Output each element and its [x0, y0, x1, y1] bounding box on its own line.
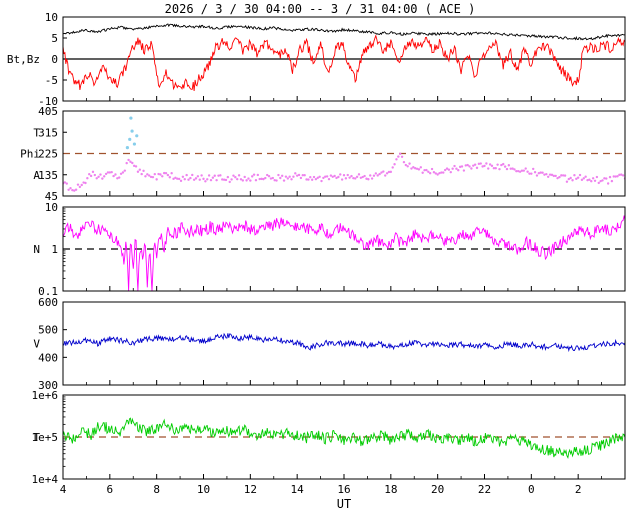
y-tick-label: 600 — [38, 296, 58, 309]
y-tick-label: 1e+5 — [32, 431, 59, 444]
y-tick-label: 135 — [38, 169, 58, 182]
series-line-N — [63, 215, 625, 291]
x-tick-label: 22 — [478, 483, 491, 496]
x-tick-label: 10 — [197, 483, 210, 496]
series-dots-Phi-flagged — [125, 116, 139, 150]
panel-side-label: T — [33, 431, 40, 444]
panel-side-label: T — [33, 126, 40, 139]
panel-side-label: A — [33, 169, 40, 182]
panel-side-label: V — [33, 338, 40, 351]
y-tick-label: 500 — [38, 324, 58, 337]
x-tick-label: 12 — [244, 483, 257, 496]
x-tick-label: 20 — [431, 483, 444, 496]
y-tick-label: 10 — [45, 201, 58, 214]
panel-frame — [62, 301, 626, 386]
y-tick-label: 300 — [38, 379, 58, 392]
x-tick-label: 8 — [153, 483, 160, 496]
y-tick-label: 1e+4 — [32, 473, 59, 486]
y-tick-label: 405 — [38, 105, 58, 118]
chart-title: 2026 / 3 / 30 04:00 -- 3 / 31 04:00 ( AC… — [164, 2, 476, 16]
panel-frame — [62, 16, 626, 102]
x-tick-label: 6 — [107, 483, 114, 496]
x-tick-label: 0 — [528, 483, 535, 496]
y-tick-label: 10 — [45, 11, 58, 24]
panel-side-label: N — [33, 243, 40, 256]
y-tick-label: 5 — [51, 32, 58, 45]
series-line-Bz — [63, 34, 625, 92]
x-tick-label: 4 — [60, 483, 67, 496]
series-line-Bt — [63, 23, 625, 41]
x-axis-label: UT — [336, 497, 352, 511]
x-tick-label: 2 — [575, 483, 582, 496]
y-tick-label: 1e+6 — [32, 389, 59, 402]
panel-frame — [62, 206, 626, 292]
y-tick-label: 315 — [38, 126, 58, 139]
x-tick-label: 14 — [291, 483, 305, 496]
x-tick-label: 16 — [337, 483, 350, 496]
series-line-T — [63, 417, 625, 459]
series-line-V — [63, 332, 625, 353]
y-tick-label: 400 — [38, 351, 58, 364]
y-tick-label: 225 — [38, 148, 58, 161]
series-dots-Phi — [63, 152, 625, 192]
y-tick-label: 0 — [51, 53, 58, 66]
panel-side-label: Phi — [20, 148, 40, 161]
y-tick-label: -5 — [45, 74, 58, 87]
y-tick-label: -10 — [38, 95, 58, 108]
y-tick-label: 45 — [45, 190, 58, 203]
x-tick-label: 18 — [384, 483, 397, 496]
panel-side-label: Bt,Bz — [7, 53, 40, 66]
panel-frame — [62, 110, 626, 197]
y-tick-label: 0.1 — [38, 285, 58, 298]
y-tick-label: 1 — [51, 243, 58, 256]
panel-frame — [62, 394, 626, 480]
